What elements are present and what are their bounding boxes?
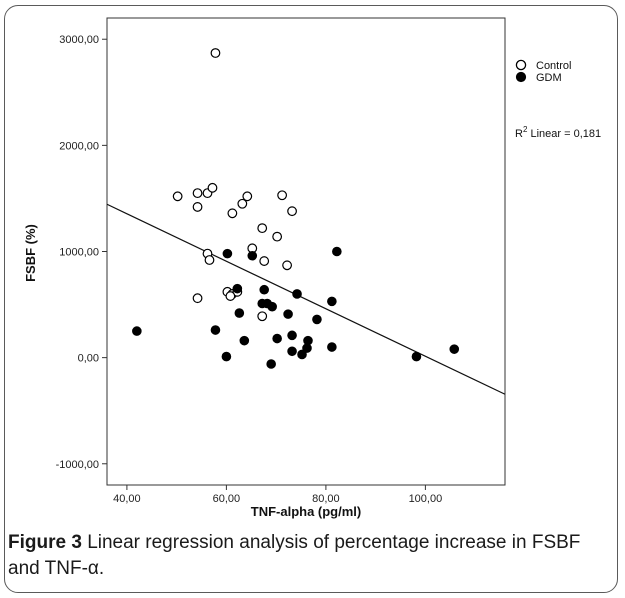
- gdm-point: [266, 359, 276, 369]
- x-tick-label: 80,00: [312, 493, 340, 505]
- gdm-point: [267, 301, 277, 312]
- gdm-point: [449, 344, 460, 354]
- y-tick-label: 0,00: [78, 353, 99, 365]
- gdm-point: [411, 351, 422, 362]
- plot-area: [106, 17, 506, 486]
- gdm-point: [210, 325, 221, 335]
- control-point: [287, 206, 297, 217]
- control-point: [257, 311, 268, 322]
- control-point: [172, 191, 183, 202]
- gdm-point: [221, 351, 232, 362]
- control-point: [227, 208, 238, 219]
- legend-label-gdm: GDM: [536, 72, 562, 84]
- gdm-point: [287, 346, 297, 357]
- gdm-point: [232, 283, 243, 294]
- y-tick-label: -1000,00: [56, 459, 99, 471]
- control-point: [242, 191, 253, 202]
- control-point: [192, 188, 203, 199]
- gdm-point: [259, 284, 270, 295]
- y-tick-label: 3000,00: [59, 34, 99, 46]
- gdm-point: [292, 289, 302, 299]
- control-point: [272, 231, 283, 242]
- gdm-point: [247, 250, 258, 261]
- control-point: [192, 293, 203, 304]
- legend-marker-control: [515, 59, 527, 71]
- gdm-point: [287, 330, 297, 341]
- gdm-point: [234, 308, 245, 318]
- gdm-point: [327, 296, 337, 307]
- y-tick-label: 1000,00: [59, 247, 99, 259]
- gdm-point: [239, 335, 250, 346]
- control-point: [210, 48, 221, 58]
- x-tick-label: 100,00: [409, 493, 443, 505]
- caption-label: Figure 3: [8, 532, 82, 553]
- gdm-point: [312, 314, 322, 325]
- x-axis: 40,00 60,00 80,00 100,00: [113, 485, 442, 505]
- y-axis: -1000,00 0,00 1000,00 2000,00 3000,00: [56, 34, 107, 471]
- legend-marker-gdm: [515, 71, 527, 83]
- legend: Control GDM: [515, 59, 571, 84]
- control-point: [207, 182, 218, 193]
- scatter-chart: 40,00 60,00 80,00 100,00 -1000,00 0,00 1000,0…: [23, 17, 601, 519]
- gdm-point: [302, 343, 312, 353]
- x-tick-label: 60,00: [213, 493, 241, 505]
- control-point: [277, 190, 288, 201]
- control-point: [237, 198, 248, 209]
- control-point: [257, 223, 268, 234]
- caption-text: Linear regression analysis of percentage…: [8, 532, 581, 579]
- legend-label-control: Control: [536, 60, 571, 72]
- r-squared-annotation: R2 Linear = 0,181: [515, 125, 601, 140]
- control-point: [282, 260, 292, 271]
- control-point: [204, 255, 215, 265]
- control-point: [259, 256, 270, 266]
- y-axis-title: FSBF (%): [23, 224, 38, 282]
- x-tick-label: 40,00: [113, 493, 141, 505]
- data-points: [132, 48, 460, 369]
- gdm-point: [132, 326, 142, 336]
- regression-line: [106, 203, 506, 395]
- gdm-point: [332, 246, 342, 257]
- gdm-point: [327, 342, 337, 352]
- y-tick-label: 2000,00: [59, 140, 99, 152]
- gdm-point: [272, 333, 282, 344]
- control-point: [192, 202, 203, 212]
- x-axis-title: TNF-alpha (pg/ml): [251, 504, 362, 519]
- control-point: [225, 291, 236, 301]
- gdm-point: [283, 309, 293, 319]
- figure-caption: Figure 3 Linear regression analysis of p…: [8, 530, 608, 582]
- gdm-point: [297, 349, 307, 360]
- gdm-point: [222, 248, 233, 259]
